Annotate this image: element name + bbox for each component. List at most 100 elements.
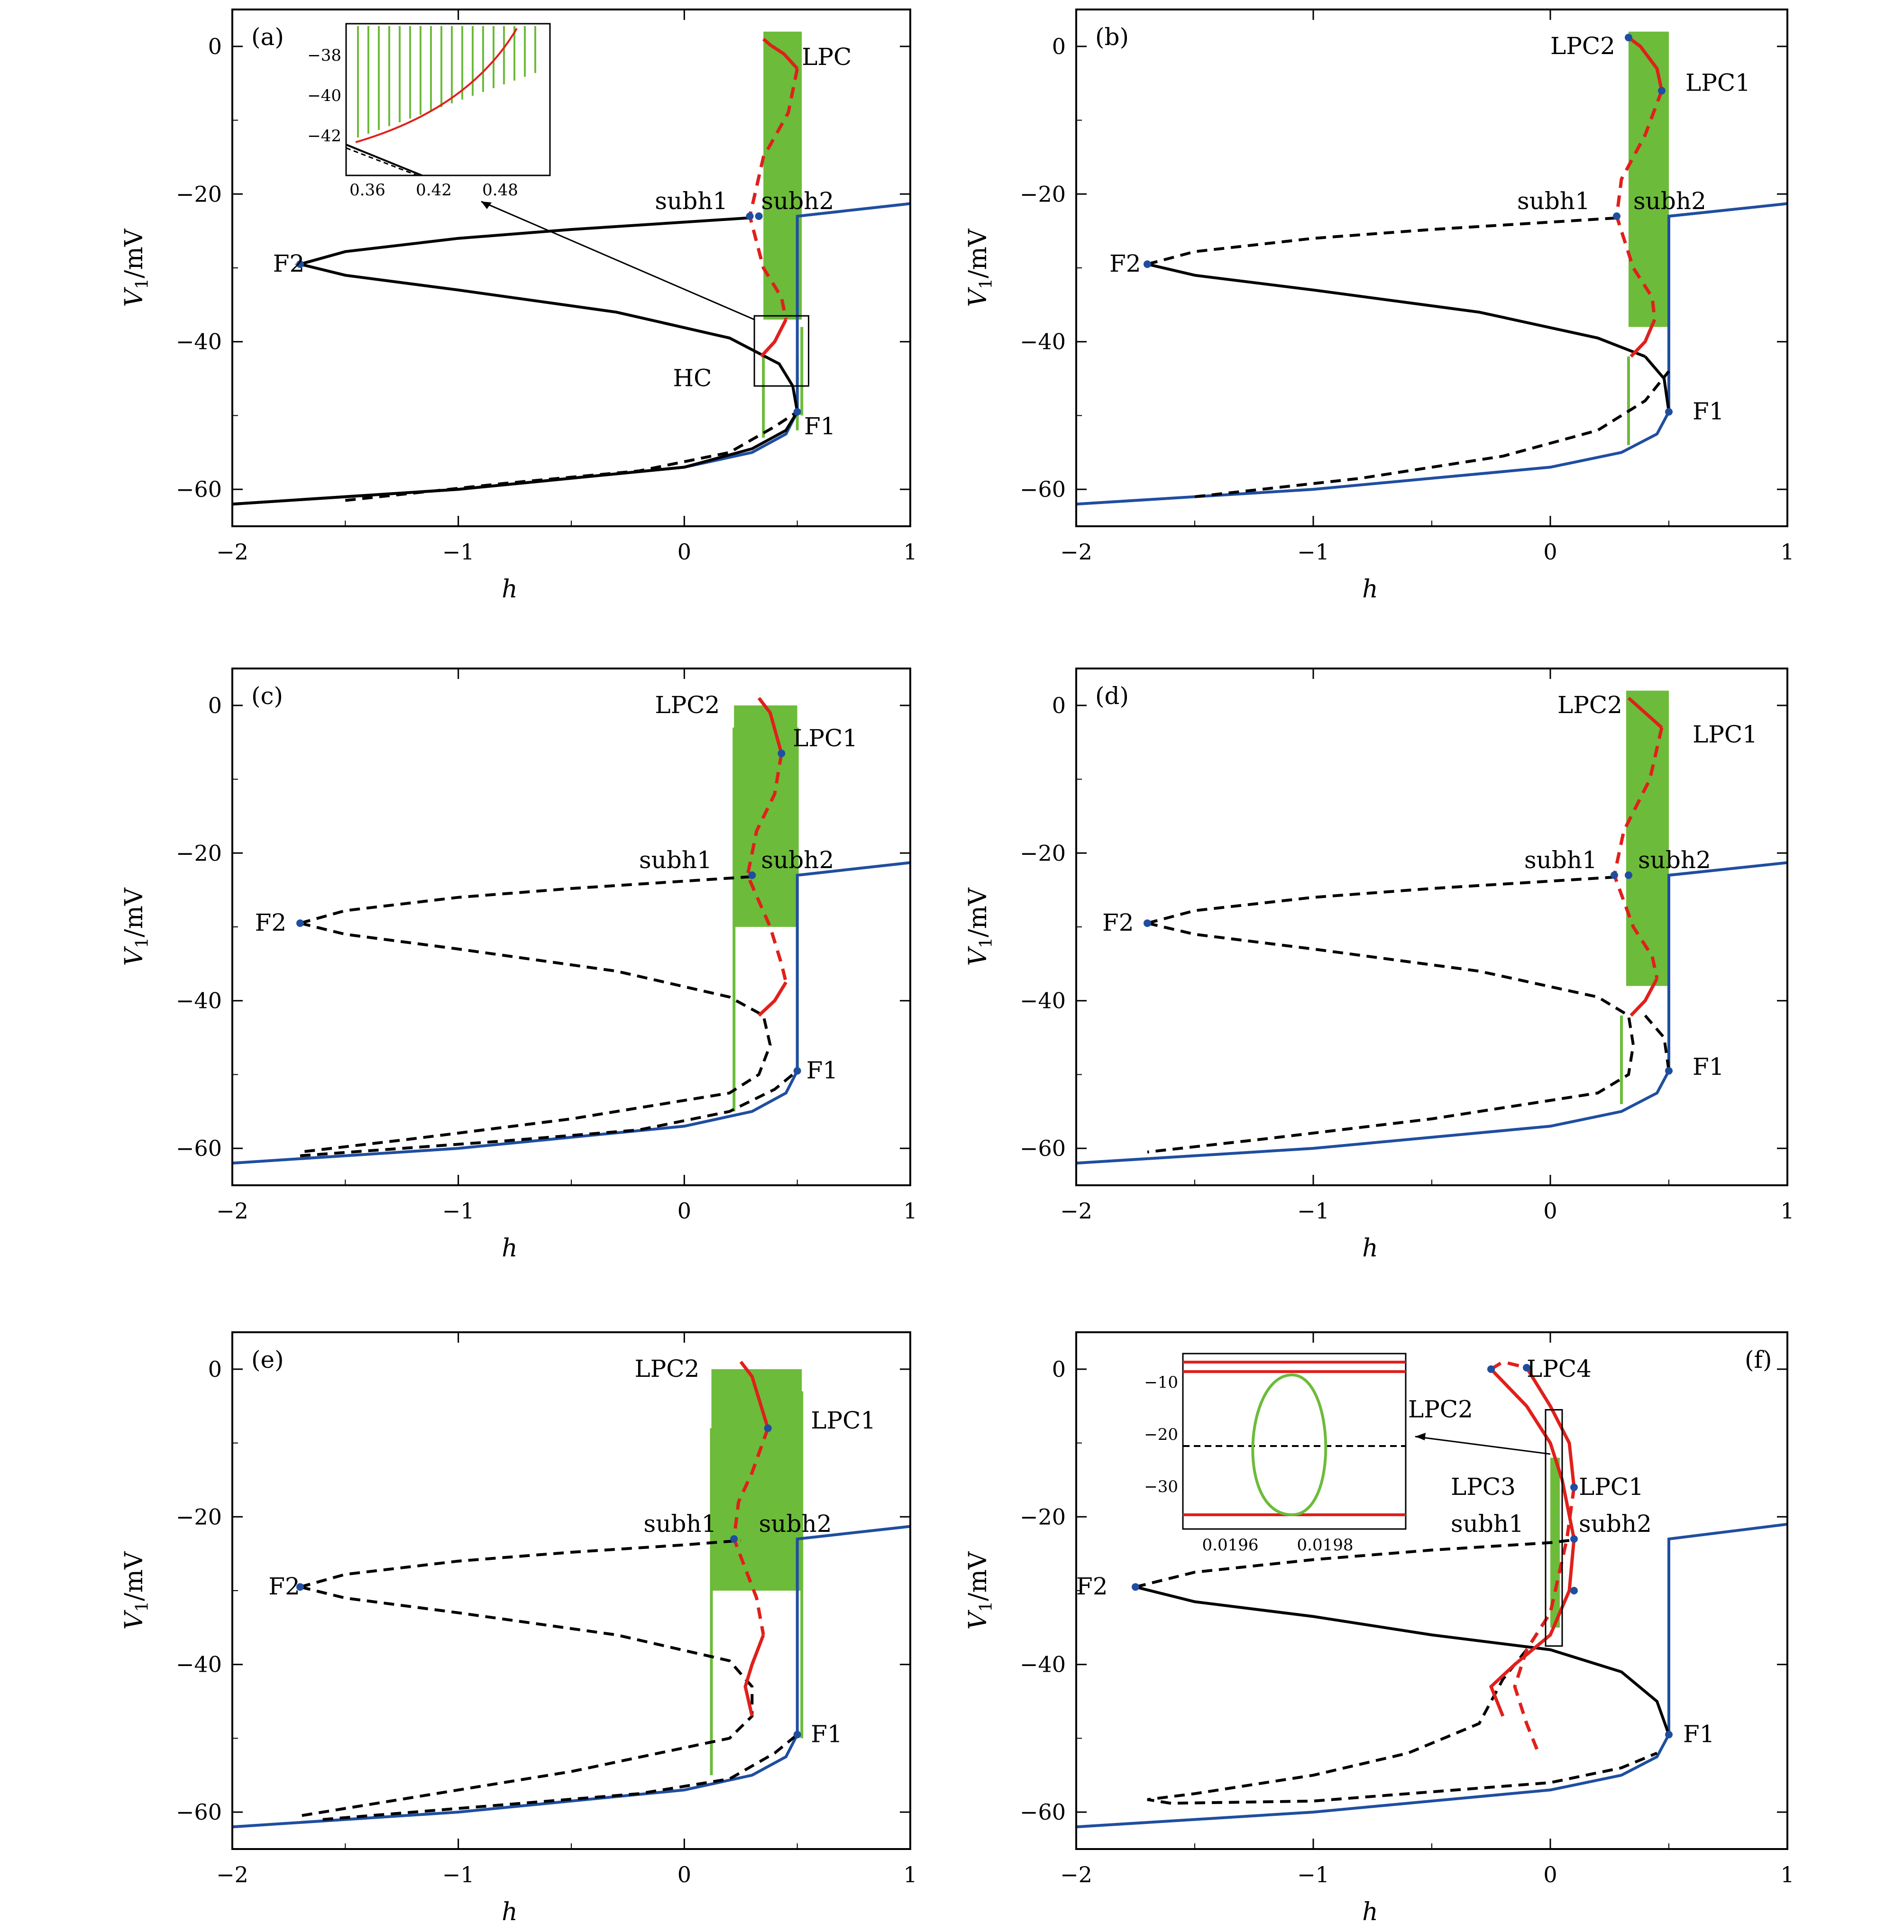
inset-a: 0.36 0.42 0.48 −38 −40 −42 [307, 23, 551, 200]
inset-green-loop [1251, 1373, 1327, 1517]
red-branch-red-solid [739, 1361, 770, 1429]
x-tick-label: −2 [216, 1862, 248, 1887]
annotation-subh2: subh2 [1633, 187, 1706, 215]
y-tick-label: −40 [176, 329, 222, 355]
red-branch-red-solid [1489, 1368, 1576, 1717]
x-tick-label: 1 [1780, 1862, 1794, 1887]
y-axis-label: V1/mV [120, 228, 152, 307]
annotation-subh2: subh2 [1579, 1510, 1652, 1538]
green-oscillation-band [711, 1369, 802, 1591]
black-branch-black-dashed-low [322, 1733, 798, 1821]
blue-branch [1076, 202, 1787, 506]
y-tick-label: −60 [176, 1135, 222, 1161]
bifurcation-point [1144, 260, 1151, 268]
y-axis-label: V1/mV [964, 1551, 996, 1630]
y-tick-label: −60 [176, 1799, 222, 1825]
annotation-lpc2: LPC2 [634, 1355, 699, 1383]
y-tick-label: −20 [1020, 1504, 1066, 1529]
panel-d: −2 −1 0 1 0 −20 −40 −60 h V1/mV (d) LPC2 LPC1 subh1 su… [964, 668, 1794, 1263]
x-axis-label: h [1362, 1898, 1378, 1926]
y-tick-label: 0 [1052, 1356, 1066, 1382]
red-branch-red-solid [762, 37, 799, 70]
green-oscillation-band [1626, 690, 1669, 986]
red-branch-red-solid [1627, 696, 1663, 729]
panel-label: (c) [251, 682, 283, 710]
plot-area [232, 1361, 910, 1829]
x-tick-label: −1 [442, 539, 475, 565]
y-tick-label: −20 [176, 181, 222, 207]
x-tick-label: 0 [677, 539, 691, 565]
inset-y-tick-label: −40 [307, 86, 341, 105]
inset-x-tick-label: 0.48 [482, 181, 518, 200]
x-tick-label: 0 [677, 1862, 691, 1887]
annotation-f2: F2 [273, 250, 305, 277]
bifurcation-point [1625, 34, 1632, 42]
red-branch-red-solid [1627, 36, 1664, 92]
panel-label: (d) [1095, 682, 1129, 710]
red-branch-red-dashed [1513, 1487, 1576, 1754]
annotation-subh1: subh1 [644, 1510, 717, 1538]
inset-y-tick-label: −10 [1144, 1373, 1178, 1392]
annotation-lpc1: LPC1 [793, 724, 858, 752]
inset-y-tick-label: −20 [1144, 1425, 1178, 1444]
panel-label: (b) [1095, 23, 1129, 51]
panel-c: −2 −1 0 1 0 −20 −40 −60 h V1/mV (c) LPC2 LPC1 subh1 su… [120, 668, 917, 1263]
annotation-lpc: LPC [802, 43, 851, 71]
red-branch-red-solid2 [758, 981, 787, 1017]
bifurcation-point [746, 212, 754, 220]
inset-x-tick-label: 0.0198 [1297, 1536, 1354, 1555]
bifurcation-point [1613, 212, 1620, 220]
x-tick-label: 0 [677, 1198, 691, 1224]
red-branch-red-dashed-top [1490, 1360, 1527, 1371]
bifurcation-point [764, 1424, 772, 1432]
x-tick-label: 0 [1543, 1862, 1557, 1887]
y-axis-label: V1/mV [964, 887, 996, 966]
y-tick-label: −40 [1020, 1652, 1066, 1677]
axes-frame [1075, 668, 1788, 1186]
x-tick-label: −1 [1297, 1862, 1329, 1887]
black-branch-black-dashed-mid [300, 922, 772, 1154]
y-tick-label: 0 [1052, 693, 1066, 718]
plot-area [1076, 690, 1787, 1165]
red-branch-red-dashed [746, 753, 788, 983]
x-tick-label: −2 [216, 1198, 248, 1224]
zoom-arrow [1415, 1436, 1551, 1455]
black-branch-black-solid [1147, 263, 1646, 358]
annotation-subh1: subh1 [1451, 1510, 1524, 1538]
black-branch-black-solid [1135, 1585, 1670, 1735]
annotation-subh2: subh2 [1638, 846, 1711, 874]
y-tick-label: −20 [1020, 840, 1066, 866]
annotation-lpc2: LPC2 [655, 691, 720, 719]
black-branch-black-dashed-low [1644, 1014, 1670, 1071]
bifurcation-point [1665, 408, 1673, 416]
bifurcation-point [296, 260, 304, 268]
x-tick-label: −1 [1297, 539, 1329, 565]
x-tick-label: 1 [903, 539, 917, 565]
bifurcation-point [1665, 1067, 1673, 1075]
panel-b: −2 −1 0 1 0 −20 −40 −60 h V1/mV (b) LPC2 LPC1 subh1 su… [964, 9, 1794, 604]
black-branch-black-dashed-low [300, 1070, 798, 1157]
y-axis-label: V1/mV [120, 887, 152, 966]
y-tick-label: −20 [176, 840, 222, 866]
y-tick-label: −60 [176, 476, 222, 502]
axes-frame [1075, 9, 1788, 527]
x-axis-label: h [1362, 575, 1378, 604]
black-branch-black-dashed-mid [1147, 1648, 1658, 1805]
annotation-f1: F1 [811, 1721, 842, 1748]
inset-red-curve [355, 27, 518, 143]
plot-area [1076, 31, 1787, 506]
x-axis-label: h [502, 575, 518, 604]
black-branch-black-dashed-mid [300, 1585, 754, 1817]
inset-y-tick-label: −42 [307, 127, 341, 146]
annotation-lpc2: LPC2 [1550, 32, 1615, 60]
annotation-subh1: subh1 [1524, 846, 1597, 874]
x-tick-label: −1 [1297, 1198, 1329, 1224]
blue-branch [232, 1525, 910, 1829]
x-tick-label: −1 [442, 1862, 475, 1887]
y-tick-label: −40 [1020, 329, 1066, 355]
annotation-lpc1: LPC1 [1693, 721, 1758, 748]
annotation-lpc2: LPC2 [1557, 691, 1622, 719]
y-axis-label: V1/mV [964, 228, 996, 307]
panel-label: (a) [251, 23, 284, 51]
red-branch-red-solid2 [1629, 978, 1659, 1017]
